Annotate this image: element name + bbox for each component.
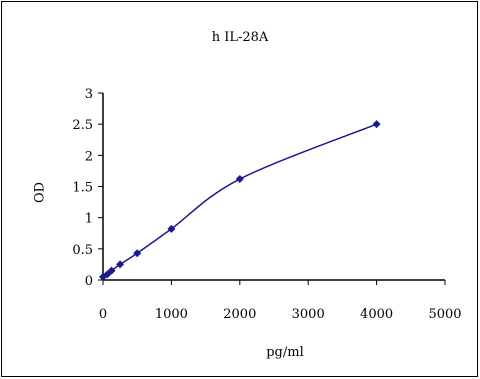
y-tick-label: 0.5 xyxy=(72,243,93,258)
x-tick-label: 0 xyxy=(99,307,107,322)
y-tick-label: 0 xyxy=(85,274,93,289)
data-point-marker xyxy=(107,266,116,275)
x-tick-label: 1000 xyxy=(155,307,188,322)
x-tick-label: 2000 xyxy=(223,307,256,322)
chart-title: h IL-28A xyxy=(211,30,269,45)
x-tick-label: 3000 xyxy=(292,307,325,322)
x-tick-label: 5000 xyxy=(428,307,461,322)
series-line xyxy=(102,123,377,278)
x-tick-label: 4000 xyxy=(360,307,393,322)
y-tick-label: 2 xyxy=(85,149,93,164)
data-point-marker xyxy=(372,120,381,129)
y-tick-label: 3 xyxy=(85,87,93,102)
y-tick-label: 1.5 xyxy=(72,181,93,196)
data-point-marker xyxy=(103,270,112,279)
data-point-marker xyxy=(133,249,142,258)
y-tick-label: 2.5 xyxy=(72,118,93,133)
x-axis-label: pg/ml xyxy=(266,345,304,360)
data-point-marker xyxy=(235,175,244,184)
y-tick-label: 1 xyxy=(85,212,93,227)
data-point-marker xyxy=(167,224,176,233)
data-point-marker xyxy=(116,260,125,269)
